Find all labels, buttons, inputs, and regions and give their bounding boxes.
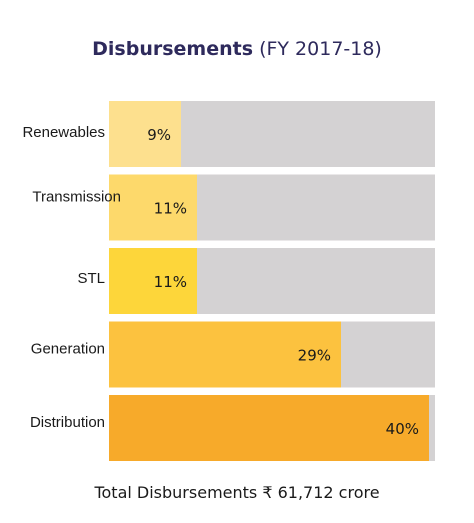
category-label-stl: STL: [77, 270, 105, 287]
category-label-distribution: Distribution: [30, 414, 105, 431]
chart-title-main: Disbursements: [92, 38, 254, 60]
bar-stl: [109, 248, 197, 314]
category-label-renewables: Renewables: [22, 124, 105, 141]
total-disbursements-caption: Total Disbursements ₹ 61,712 crore: [94, 483, 380, 502]
category-label-generation: Generation: [31, 341, 105, 358]
value-label-transmission: 11%: [154, 200, 187, 218]
category-label-transmission: Transmission: [32, 189, 121, 206]
value-label-generation: 29%: [298, 347, 331, 365]
bar-renewables: [109, 101, 181, 167]
bar-transmission: [109, 174, 197, 241]
bar-generation: [109, 321, 341, 388]
value-label-distribution: 40%: [386, 420, 419, 438]
bar-distribution: [109, 395, 429, 461]
value-label-renewables: 9%: [147, 126, 171, 144]
chart-title-period: (FY 2017-18): [259, 38, 382, 60]
value-label-stl: 11%: [154, 273, 187, 291]
chart-title: Disbursements (FY 2017-18): [0, 38, 474, 60]
